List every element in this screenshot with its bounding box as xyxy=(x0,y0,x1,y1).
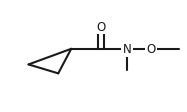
Text: N: N xyxy=(122,43,131,56)
Text: O: O xyxy=(146,43,156,56)
Text: O: O xyxy=(96,21,105,34)
